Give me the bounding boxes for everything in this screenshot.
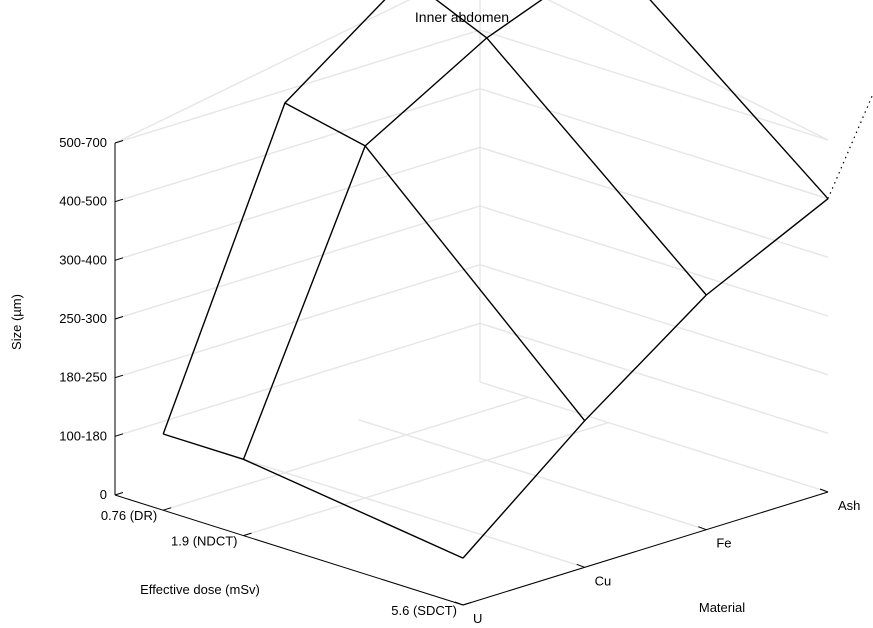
labels: 0 100-180 180-250 250-300 300-400 400-500 500-… <box>9 135 860 626</box>
grid-floor-material <box>358 419 707 531</box>
dose-tick-label: 1.9 (NDCT) <box>171 534 237 549</box>
size-tick-label: 400-500 <box>59 194 107 209</box>
grid-line-size-left <box>114 205 481 320</box>
dose-tick <box>243 532 252 537</box>
grid-line-size-right <box>479 205 829 317</box>
grid-line-size-left <box>114 29 481 144</box>
dose-tick <box>462 602 472 606</box>
size-tick-label: 100-180 <box>59 428 107 443</box>
grid-line-size-left <box>114 88 481 203</box>
surface-line-dose-2 <box>242 0 543 460</box>
material-tick-label: Ash <box>838 498 860 513</box>
size-tick <box>114 140 124 144</box>
size-tick <box>114 433 124 437</box>
surface-line-Ash <box>649 0 829 200</box>
surface-line-dose-1 <box>162 0 386 435</box>
grid-line-size-left <box>114 322 481 437</box>
material-tick-label: Fe <box>716 536 731 551</box>
material-tick <box>576 563 585 568</box>
size-tick <box>114 374 124 379</box>
dose-tick-label: 0.76 (DR) <box>101 508 157 523</box>
grid-floor-material <box>236 456 585 568</box>
material-tick <box>698 526 707 531</box>
grid-floor-material <box>479 381 829 493</box>
grid-top-left <box>114 0 411 144</box>
surface <box>162 0 873 559</box>
dose-axis-label: Effective dose (mSv) <box>140 582 260 597</box>
material-axis-label: Material <box>699 600 745 615</box>
material-tick <box>454 601 464 606</box>
size-tick-label: 180-250 <box>59 370 107 385</box>
grid-line-size-left <box>114 146 481 261</box>
grid-line-size-right <box>479 322 829 434</box>
size-tick-label: 500-700 <box>59 135 107 150</box>
size-axis-label: Size (µm) <box>9 294 24 350</box>
size-tick <box>114 316 124 320</box>
size-tick <box>114 198 124 203</box>
dose-axis <box>114 494 464 606</box>
grid-top-right <box>547 0 829 141</box>
grid-floor-dose <box>162 396 529 511</box>
material-tick-label: Cu <box>595 573 612 588</box>
grid-lines <box>114 0 829 606</box>
size-tick-label: 0 <box>100 487 107 502</box>
size-tick-label: 300-400 <box>59 252 107 267</box>
surface-line-Fe <box>435 0 707 296</box>
size-tick <box>114 492 124 496</box>
dose-tick-label: 5.6 (SDCT) <box>391 603 457 618</box>
dose-tick <box>163 507 172 511</box>
surface-extension <box>827 92 873 199</box>
grid-line-size-right <box>479 146 829 258</box>
surface-line-dose-3 <box>462 198 829 559</box>
size-tick-label: 250-300 <box>59 311 107 326</box>
size-tick <box>114 257 124 261</box>
surface-line-Cu <box>284 102 586 422</box>
material-tick-label: U <box>473 611 482 626</box>
material-axis <box>462 491 829 606</box>
grid-floor-dose <box>243 421 609 537</box>
axes <box>114 140 829 606</box>
grid-line-size-right <box>479 88 829 200</box>
grid-line-size-right <box>479 264 829 376</box>
surface-line-U <box>162 433 464 559</box>
grid-line-size-right <box>479 29 829 141</box>
chart-title: Inner abdomen <box>415 9 509 25</box>
material-tick <box>819 488 829 493</box>
